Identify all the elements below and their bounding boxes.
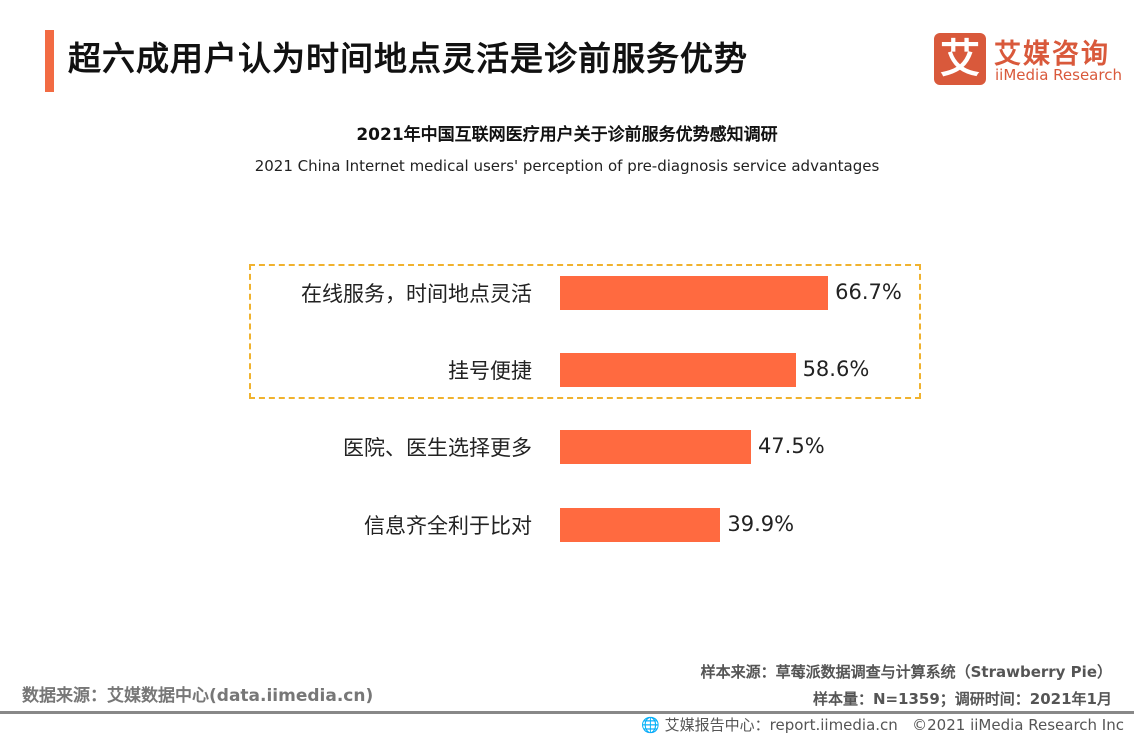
data-label: 66.7% — [835, 280, 902, 304]
chart-title: 2021年中国互联网医疗用户关于诊前服务优势感知调研 — [356, 125, 778, 145]
page-title: 超六成用户认为时间地点灵活是诊前服务优势 — [68, 39, 748, 78]
bar — [560, 430, 751, 464]
data-source: 数据来源：艾媒数据中心(data.iimedia.cn) — [22, 686, 374, 706]
bar — [560, 353, 796, 387]
category-label: 挂号便捷 — [448, 359, 532, 383]
highlight-box — [249, 264, 921, 399]
report-center[interactable]: 艾媒报告中心：report.iimedia.cn — [664, 716, 898, 734]
data-label: 39.9% — [727, 512, 795, 536]
logo-icon: 艾 — [934, 33, 986, 85]
bar — [560, 276, 829, 310]
data-label: 47.5% — [757, 434, 825, 458]
category-label: 在线服务，时间地点灵活 — [301, 282, 532, 306]
logo-name-cn: 艾媒咨询 — [994, 39, 1110, 70]
data-label: 58.6% — [802, 357, 870, 381]
chart-subtitle: 2021 China Internet medical users' perce… — [254, 157, 880, 175]
footer-divider — [0, 711, 1134, 714]
bar — [560, 508, 721, 542]
sample-size: 样本量：N=1359；调研时间：2021年1月 — [812, 690, 1112, 708]
title-accent-bar — [45, 30, 54, 92]
category-label: 医院、医生选择更多 — [343, 436, 532, 460]
sample-source: 样本来源：草莓派数据调查与计算系统（Strawberry Pie） — [700, 663, 1112, 681]
footer-credits: 🌐 艾媒报告中心：report.iimedia.cn ©2021 iiMedia… — [641, 714, 1124, 735]
logo-name-en: iiMedia Research — [995, 66, 1122, 84]
category-label: 信息齐全利于比对 — [364, 514, 532, 538]
copyright: ©2021 iiMedia Research Inc — [912, 716, 1124, 734]
globe-icon: 🌐 — [641, 716, 660, 734]
